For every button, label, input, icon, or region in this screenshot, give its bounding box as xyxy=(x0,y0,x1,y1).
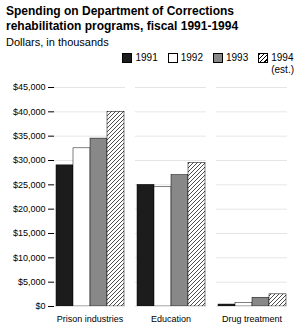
svg-text:$5,000: $5,000 xyxy=(18,277,46,287)
svg-text:$20,000: $20,000 xyxy=(13,204,46,214)
svg-text:$40,000: $40,000 xyxy=(13,107,46,117)
svg-text:Drug treatment: Drug treatment xyxy=(222,314,283,324)
svg-text:$15,000: $15,000 xyxy=(13,228,46,238)
svg-text:Prison industries: Prison industries xyxy=(57,314,124,324)
svg-text:$25,000: $25,000 xyxy=(13,180,46,190)
svg-text:$10,000: $10,000 xyxy=(13,253,46,263)
svg-text:Education: Education xyxy=(151,314,191,324)
html-text:Spending on Department of Corr: Spending on Department of Corrections re… xyxy=(6,4,239,33)
html-text:1992: 1992 xyxy=(180,52,203,63)
svg-text:$30,000: $30,000 xyxy=(13,155,46,165)
svg-text:$0: $0 xyxy=(35,301,45,311)
html-text:1993: 1993 xyxy=(226,52,249,63)
html-text:1994 (est.): 1994 (est.) xyxy=(271,52,294,75)
html-text:Dollars, in thousands: Dollars, in thousands xyxy=(6,36,109,48)
html-text:1991: 1991 xyxy=(135,52,158,63)
svg-text:$35,000: $35,000 xyxy=(13,131,46,141)
svg-text:$45,000: $45,000 xyxy=(13,82,46,92)
